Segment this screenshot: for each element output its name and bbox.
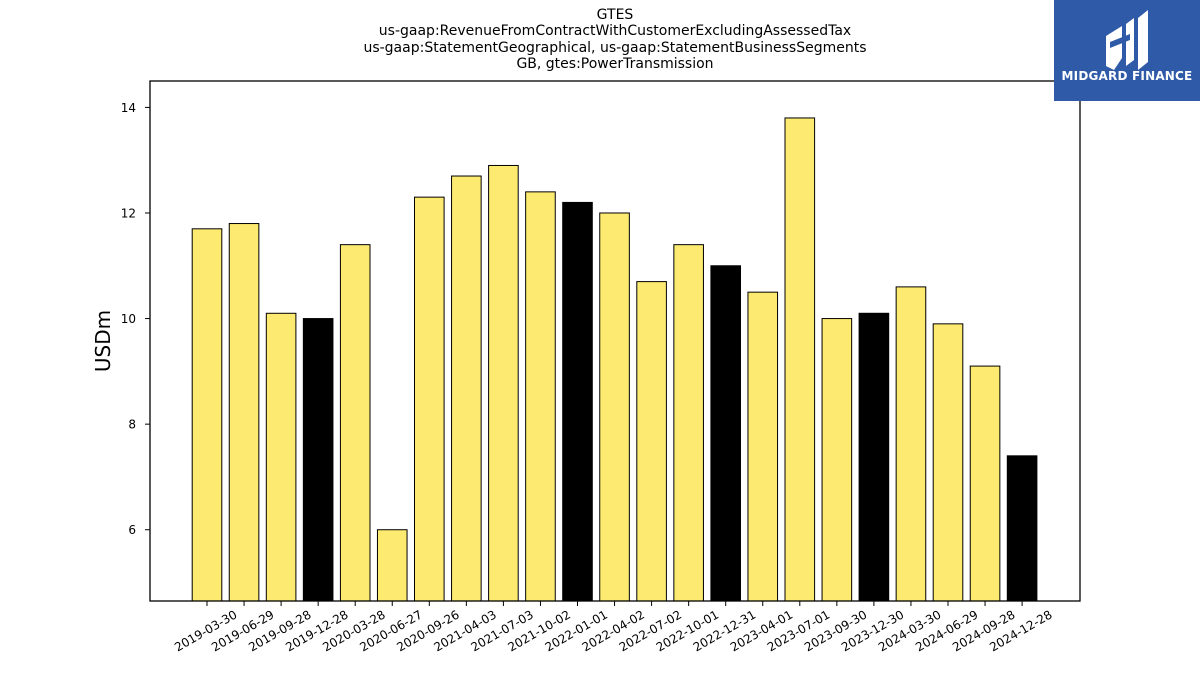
y-tick-label: 6 — [128, 523, 136, 537]
y-tick-label: 12 — [121, 206, 136, 220]
bar-2019-03-30 — [191, 228, 223, 602]
bar-2021-10-02 — [525, 191, 556, 602]
bar-2022-04-02 — [599, 212, 630, 602]
bar-2024-09-28 — [969, 365, 1001, 602]
bar-2022-10-01 — [673, 244, 704, 602]
title-line-members: GB, gtes:PowerTransmission — [516, 55, 714, 72]
y-axis-label: USDm — [91, 310, 115, 372]
bar-2024-03-30 — [895, 286, 927, 602]
bar-2019-12-28 — [302, 318, 334, 602]
title-line-concept: us-gaap:RevenueFromContractWithCustomerE… — [378, 23, 852, 40]
bar-2019-09-28 — [265, 312, 297, 602]
bar-2019-06-29 — [228, 223, 260, 602]
logo-text: MIDGARD FINANCE — [1061, 69, 1193, 83]
bar-2020-06-27 — [376, 529, 408, 602]
y-tick-label: 8 — [128, 418, 136, 432]
bar-2022-12-31 — [710, 265, 742, 602]
x-axis: 2019-03-302019-06-292019-09-282019-12-28… — [172, 601, 1055, 654]
bar-2022-07-02 — [636, 281, 667, 602]
y-axis: 6 8 10 12 14 — [121, 101, 150, 537]
y-tick-label: 10 — [121, 312, 136, 326]
chart-title: GTES us-gaap:RevenueFromContractWithCust… — [150, 7, 1080, 72]
bar-2023-12-30 — [858, 312, 890, 602]
bar-2020-09-26 — [414, 196, 445, 602]
bar-2023-09-30 — [821, 318, 853, 602]
bar-2021-07-03 — [488, 164, 519, 602]
y-tick-label: 14 — [121, 101, 136, 115]
bar-2023-04-01 — [747, 291, 779, 602]
title-line-axes: us-gaap:StatementGeographical, us-gaap:S… — [363, 39, 867, 56]
logo-mark-icon — [1106, 10, 1148, 70]
bar-2024-12-28 — [1006, 455, 1038, 602]
title-line-company: GTES — [596, 7, 634, 23]
bar-2024-06-29 — [932, 323, 964, 602]
bar-2020-03-28 — [339, 244, 371, 602]
bar-2022-01-01 — [562, 201, 593, 602]
bars-group — [191, 117, 1038, 602]
bar-2021-04-03 — [451, 175, 482, 602]
bar-2023-07-01 — [784, 117, 816, 602]
midgard-finance-logo: MIDGARD FINANCE — [1054, 0, 1200, 101]
